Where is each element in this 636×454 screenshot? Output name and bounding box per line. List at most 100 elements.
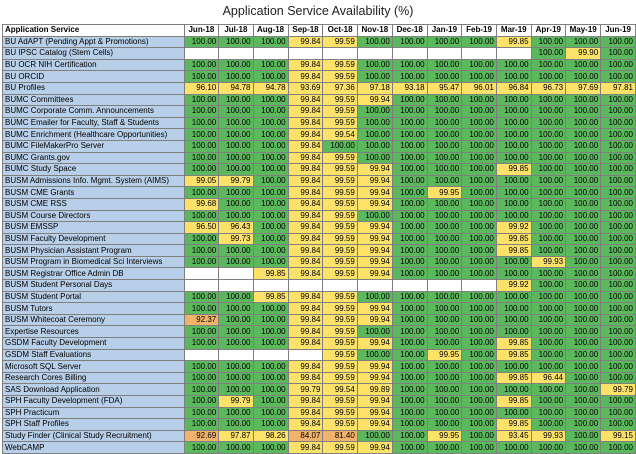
availability-cell: 99.94 <box>356 371 393 385</box>
availability-cell: 100.00 <box>565 348 602 362</box>
availability-cell: 99.59 <box>322 348 358 362</box>
availability-cell: 100.00 <box>252 35 289 49</box>
availability-cell: 93.69 <box>287 81 324 95</box>
availability-cell: 100.00 <box>218 406 254 420</box>
table-row: BUSM Physician Assistant Program 100.00 10… <box>2 244 636 257</box>
availability-cell: 100.00 <box>252 58 289 72</box>
availability-cell: 100.00 <box>391 360 428 373</box>
availability-cell <box>356 279 393 292</box>
availability-cell: 100.00 <box>218 290 254 304</box>
availability-cell: 100.00 <box>183 418 220 431</box>
availability-cell: 99.89 <box>356 383 393 396</box>
availability-cell: 100.00 <box>461 441 497 454</box>
availability-cell: 99.59 <box>322 360 358 373</box>
service-name-cell: BUSM Admissions Info. Mgmt. System (AIMS… <box>2 174 185 188</box>
availability-cell: 100.00 <box>391 151 428 165</box>
availability-cell: 100.00 <box>600 418 636 431</box>
service-name-cell: SPH Practicum <box>2 406 185 420</box>
availability-cell: 99.93 <box>530 429 567 443</box>
availability-cell: 100.00 <box>495 105 532 118</box>
availability-cell: 100.00 <box>495 174 532 188</box>
availability-cell: 100.00 <box>183 58 220 72</box>
availability-cell: 99.94 <box>356 244 393 257</box>
availability-cell: 100.00 <box>495 302 532 315</box>
availability-cell: 100.00 <box>565 418 602 431</box>
service-name-cell: SPH Faculty Development (FDA) <box>2 395 185 408</box>
table-row: BUMC FileMakerPro Server 100.00 100.00 100.… <box>2 139 636 153</box>
availability-cell: 100.00 <box>530 47 567 60</box>
availability-cell: 99.84 <box>287 70 324 83</box>
availability-cell: 96.73 <box>530 81 567 95</box>
availability-cell: 99.84 <box>287 58 324 72</box>
availability-cell: 100.00 <box>426 197 463 211</box>
availability-cell: 100.00 <box>252 163 289 176</box>
availability-cell: 100.00 <box>600 232 636 246</box>
availability-cell: 100.00 <box>530 290 567 304</box>
availability-cell: 100.00 <box>461 337 497 350</box>
availability-cell: 100.00 <box>252 116 289 130</box>
availability-cell <box>252 47 289 60</box>
availability-cell: 100.00 <box>495 58 532 72</box>
availability-cell: 100.00 <box>530 406 567 420</box>
availability-cell: 100.00 <box>461 197 497 211</box>
availability-cell: 99.59 <box>322 163 358 176</box>
availability-cell: 100.00 <box>252 139 289 153</box>
availability-cell: 100.00 <box>356 151 393 165</box>
availability-cell: 100.00 <box>530 302 567 315</box>
table-row: BUSM EMSSP 96.50 96.43 100.00 99.84 99.59 99.9… <box>2 221 636 234</box>
availability-cell: 99.59 <box>322 302 358 315</box>
month-header: Aug-18 <box>252 24 289 37</box>
month-header: May-19 <box>565 24 602 37</box>
availability-cell: 100.00 <box>461 209 497 223</box>
availability-cell <box>252 279 289 292</box>
availability-cell: 100.00 <box>391 395 428 408</box>
availability-cell: 100.00 <box>218 313 254 327</box>
availability-cell: 100.00 <box>495 116 532 130</box>
availability-cell: 100.00 <box>565 279 602 292</box>
availability-cell: 100.00 <box>183 337 220 350</box>
availability-cell: 99.84 <box>287 395 324 408</box>
service-name-cell: Study Finder (Clinical Study Recruitment… <box>2 429 185 443</box>
month-header: Apr-19 <box>530 24 567 37</box>
availability-cell: 100.00 <box>183 360 220 373</box>
availability-cell: 100.00 <box>530 93 567 107</box>
availability-cell: 100.00 <box>600 35 636 49</box>
availability-cell: 99.85 <box>495 232 532 246</box>
availability-cell: 100.00 <box>565 197 602 211</box>
availability-cell: 100.00 <box>565 244 602 257</box>
table-row: BU Profiles 96.10 94.78 94.78 93.69 97.36 97.1… <box>2 81 636 95</box>
availability-cell: 99.84 <box>287 128 324 141</box>
availability-cell: 100.00 <box>565 35 602 49</box>
availability-cell: 98.26 <box>252 429 289 443</box>
availability-cell: 100.00 <box>565 128 602 141</box>
table-row: BU IPSC Catalog (Stem Cells) 100.00 99.90 1… <box>2 47 636 60</box>
table-row: GSDM Staff Evaluations 99.59 100.00 100.00 9… <box>2 348 636 362</box>
availability-cell: 100.00 <box>565 116 602 130</box>
availability-cell: 100.00 <box>530 418 567 431</box>
availability-cell: 100.00 <box>391 35 428 49</box>
month-header: Dec-18 <box>391 24 428 37</box>
availability-cell: 100.00 <box>461 221 497 234</box>
availability-cell <box>252 348 289 362</box>
availability-cell: 100.00 <box>218 186 254 199</box>
availability-cell: 99.94 <box>356 418 393 431</box>
availability-cell: 100.00 <box>218 93 254 107</box>
availability-cell: 100.00 <box>183 128 220 141</box>
availability-cell: 100.00 <box>183 244 220 257</box>
availability-cell: 100.00 <box>426 163 463 176</box>
availability-cell: 100.00 <box>252 70 289 83</box>
availability-cell: 100.00 <box>461 128 497 141</box>
availability-cell: 99.94 <box>356 360 393 373</box>
month-header: Feb-19 <box>461 24 497 37</box>
availability-cell: 100.00 <box>356 128 393 141</box>
availability-cell <box>183 348 220 362</box>
availability-cell: 100.00 <box>495 70 532 83</box>
availability-cell: 99.84 <box>287 186 324 199</box>
availability-cell: 100.00 <box>356 105 393 118</box>
availability-cell: 100.00 <box>252 186 289 199</box>
availability-cell: 93.45 <box>495 429 532 443</box>
availability-cell: 100.00 <box>391 255 428 269</box>
availability-cell: 100.00 <box>356 58 393 72</box>
availability-cell: 100.00 <box>391 197 428 211</box>
availability-cell: 99.84 <box>287 244 324 257</box>
